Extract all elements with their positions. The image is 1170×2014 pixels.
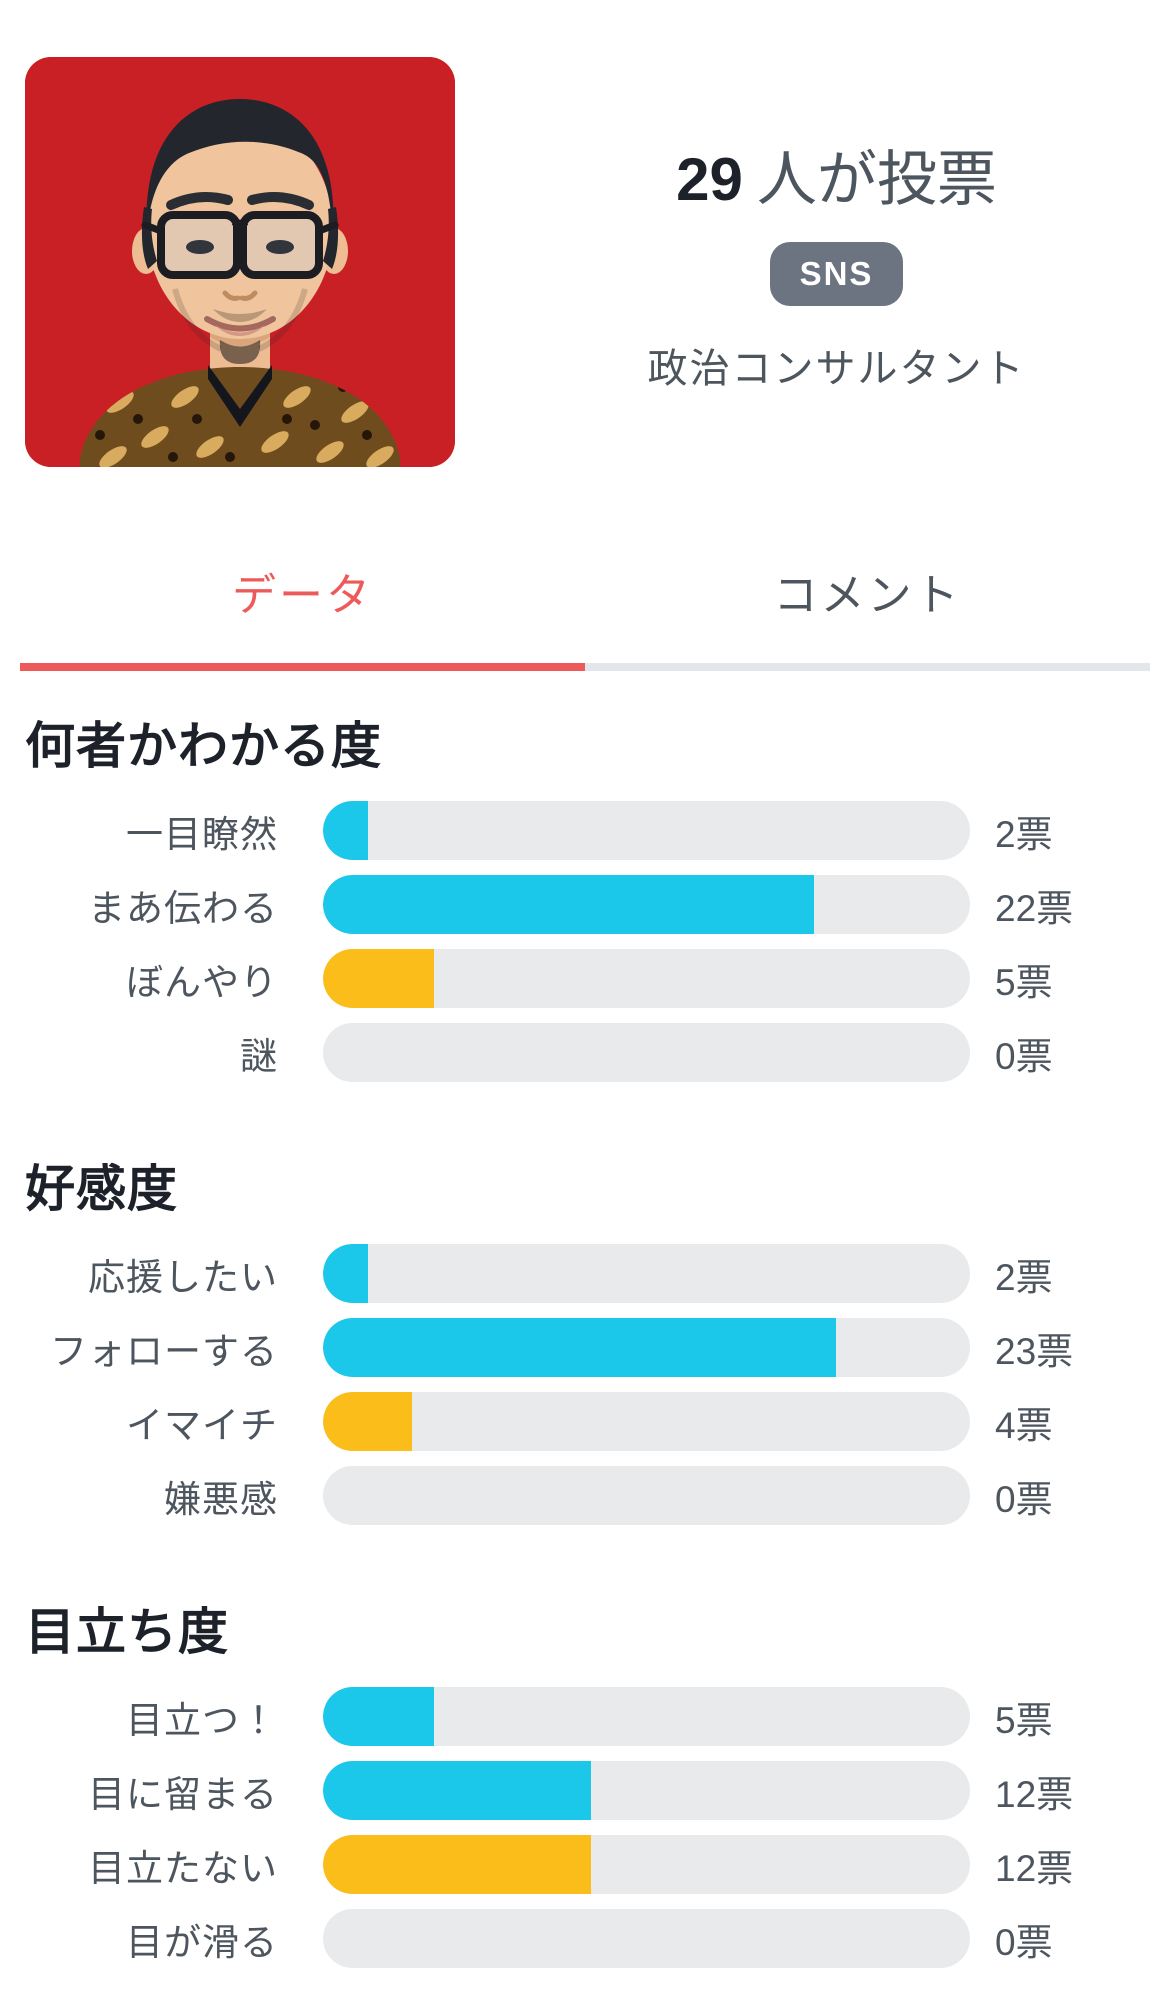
section-title: 何者かわかる度	[25, 718, 382, 774]
poll-option-label: ぼんやり	[126, 961, 278, 1003]
poll-bar-fill	[323, 1761, 591, 1820]
poll-bar-track	[323, 1687, 970, 1746]
poll-row: 嫌悪感 0票	[0, 1466, 1170, 1525]
poll-row: 謎 0票	[0, 1023, 1170, 1082]
occupation-label: 政治コンサルタント	[647, 347, 1026, 392]
profile-photo	[25, 57, 455, 467]
poll-bar-track	[323, 949, 970, 1008]
poll-bar-fill	[323, 1318, 837, 1377]
profile-header: 29 人が投票 SNS 政治コンサルタント	[0, 0, 1170, 467]
poll-row: フォローする 23票	[0, 1318, 1170, 1377]
poll-bar-track	[323, 1023, 970, 1082]
poll-row: 目が滑る 0票	[0, 1909, 1170, 1968]
poll-option-label: 目立つ！	[126, 1699, 278, 1741]
tab-data[interactable]: データ	[20, 467, 585, 671]
poll-bar-fill	[323, 1687, 435, 1746]
poll-option-label: 目が滑る	[126, 1921, 278, 1963]
poll-bar-track	[323, 1466, 970, 1525]
poll-bar-track	[323, 1318, 970, 1377]
poll-vote-count: 12票	[995, 1773, 1074, 1815]
poll-row: 応援したい 2票	[0, 1244, 1170, 1303]
vote-count-number: 29	[676, 146, 743, 213]
poll-section-likability: 好感度 応援したい 2票 フォローする 23票 イマイチ 4票 嫌悪感 0票	[0, 1160, 1170, 1525]
poll-vote-count: 0票	[995, 1921, 1053, 1963]
tab-comments[interactable]: コメント	[585, 467, 1150, 671]
poll-bar-track	[323, 1835, 970, 1894]
poll-vote-count: 2票	[995, 1256, 1053, 1298]
poll-option-label: 目立たない	[88, 1847, 278, 1889]
poll-vote-count: 2票	[995, 813, 1053, 855]
poll-bar-track	[323, 1244, 970, 1303]
poll-vote-count: 23票	[995, 1330, 1074, 1372]
poll-section-recognizability: 何者かわかる度 一目瞭然 2票 まあ伝わる 22票 ぼんやり 5票 謎 0票	[0, 717, 1170, 1082]
poll-bar-fill	[323, 1392, 413, 1451]
poll-vote-count: 0票	[995, 1035, 1053, 1077]
poll-option-label: イマイチ	[126, 1404, 278, 1446]
sns-badge: SNS	[769, 242, 904, 307]
poll-bar-fill	[323, 949, 435, 1008]
profile-info: 29 人が投票 SNS 政治コンサルタント	[455, 57, 1170, 467]
poll-option-label: 応援したい	[88, 1256, 278, 1298]
poll-option-label: 目に留まる	[88, 1773, 278, 1815]
tab-bar: データ コメント	[20, 467, 1150, 671]
poll-bar-track	[323, 1392, 970, 1451]
avatar-illustration	[25, 57, 455, 467]
poll-vote-count: 5票	[995, 1699, 1053, 1741]
poll-row: 目に留まる 12票	[0, 1761, 1170, 1820]
poll-option-label: フォローする	[50, 1330, 278, 1372]
poll-vote-count: 0票	[995, 1478, 1053, 1520]
poll-vote-count: 12票	[995, 1847, 1074, 1889]
section-title: 目立ち度	[25, 1604, 229, 1660]
poll-bar-fill	[323, 1244, 368, 1303]
poll-bar-fill	[323, 1835, 591, 1894]
poll-bar-track	[323, 1909, 970, 1968]
poll-bar-fill	[323, 875, 815, 934]
poll-row: ぼんやり 5票	[0, 949, 1170, 1008]
poll-option-label: 一目瞭然	[126, 813, 278, 855]
poll-bar-fill	[323, 801, 368, 860]
poll-bar-track	[323, 1761, 970, 1820]
poll-bar-track	[323, 801, 970, 860]
poll-option-label: 謎	[240, 1035, 278, 1077]
poll-bar-track	[323, 875, 970, 934]
section-title: 好感度	[25, 1161, 178, 1217]
poll-vote-count: 5票	[995, 961, 1053, 1003]
poll-option-label: まあ伝わる	[88, 887, 278, 929]
poll-row: 一目瞭然 2票	[0, 801, 1170, 860]
poll-row: 目立つ！ 5票	[0, 1687, 1170, 1746]
vote-count-title: 29 人が投票	[676, 145, 997, 214]
poll-vote-count: 4票	[995, 1404, 1053, 1446]
poll-vote-count: 22票	[995, 887, 1074, 929]
poll-section-conspicuousness: 目立ち度 目立つ！ 5票 目に留まる 12票 目立たない 12票 目が滑る 0票	[0, 1603, 1170, 1968]
poll-row: まあ伝わる 22票	[0, 875, 1170, 934]
poll-row: 目立たない 12票	[0, 1835, 1170, 1894]
poll-option-label: 嫌悪感	[164, 1478, 278, 1520]
poll-row: イマイチ 4票	[0, 1392, 1170, 1451]
vote-count-suffix: 人が投票	[756, 146, 997, 213]
